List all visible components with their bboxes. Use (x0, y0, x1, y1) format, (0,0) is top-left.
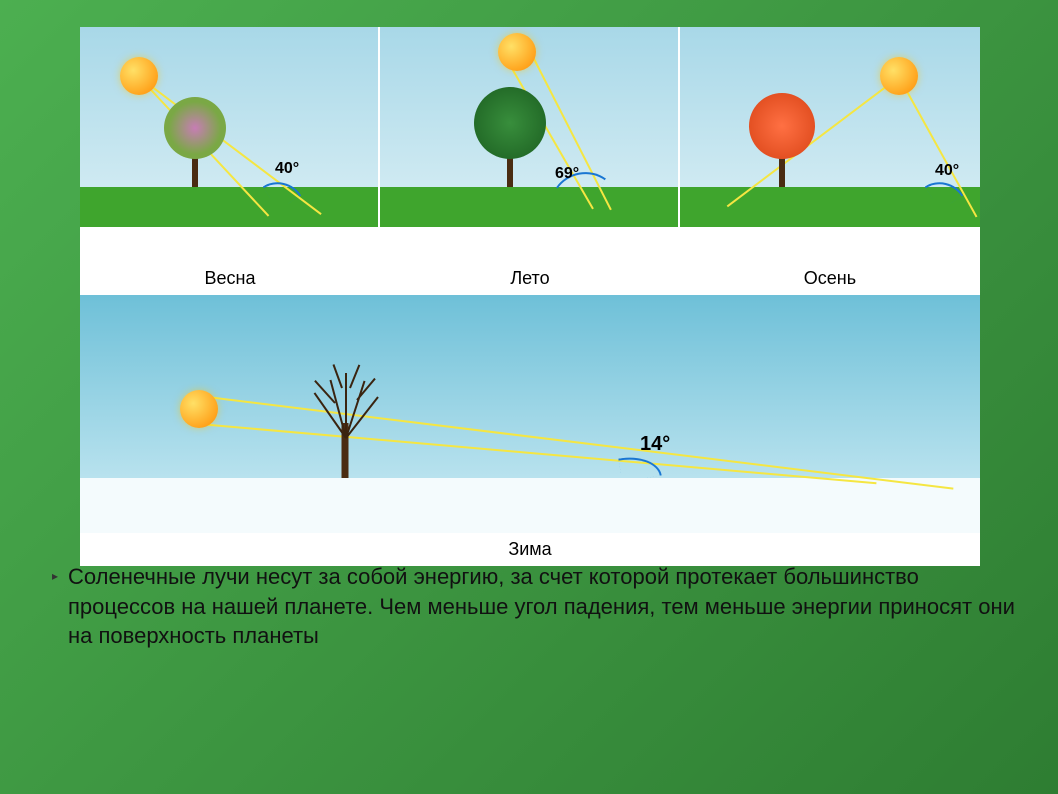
sun-summer (498, 33, 536, 71)
tree-spring (160, 92, 230, 187)
branch (345, 396, 379, 438)
ground-winter (80, 478, 980, 533)
sky-winter (80, 295, 980, 478)
top-captions: Весна Лето Осень (80, 262, 980, 295)
panel-summer: 69° (380, 27, 680, 227)
caption-summer: Лето (380, 262, 680, 295)
seasons-top-row: 40° 69° (80, 27, 980, 262)
ground-summer (380, 187, 678, 227)
caption-spring: Весна (80, 262, 380, 295)
caption-autumn: Осень (680, 262, 980, 295)
sun-winter (180, 390, 218, 428)
branch (333, 364, 343, 388)
bullet-icon: ▸ (52, 568, 58, 584)
description-body: Соленечные лучи несут за собой энергию, … (40, 562, 1020, 651)
crown-autumn (749, 93, 815, 159)
description-text: ▸ Соленечные лучи несут за собой энергию… (40, 562, 1020, 651)
panel-spring: 40° (80, 27, 380, 227)
branch (345, 381, 365, 439)
crown-spring (164, 97, 226, 159)
tree-autumn (745, 89, 819, 187)
branch (345, 373, 347, 438)
crown-summer (474, 87, 546, 159)
angle-label-summer: 69° (555, 165, 579, 183)
angle-label-spring: 40° (275, 160, 299, 178)
diagram-container: 40° 69° (80, 27, 980, 566)
ground-spring (80, 187, 378, 227)
tree-summer (470, 82, 550, 187)
branch (349, 364, 360, 388)
sun-spring (120, 57, 158, 95)
panel-autumn: 40° (680, 27, 980, 227)
tree-winter (300, 358, 390, 478)
panel-winter: 14° (80, 295, 980, 533)
branch (356, 378, 376, 401)
angle-label-winter: 14° (640, 433, 670, 456)
angle-label-autumn: 40° (935, 162, 959, 180)
sun-autumn (880, 57, 918, 95)
